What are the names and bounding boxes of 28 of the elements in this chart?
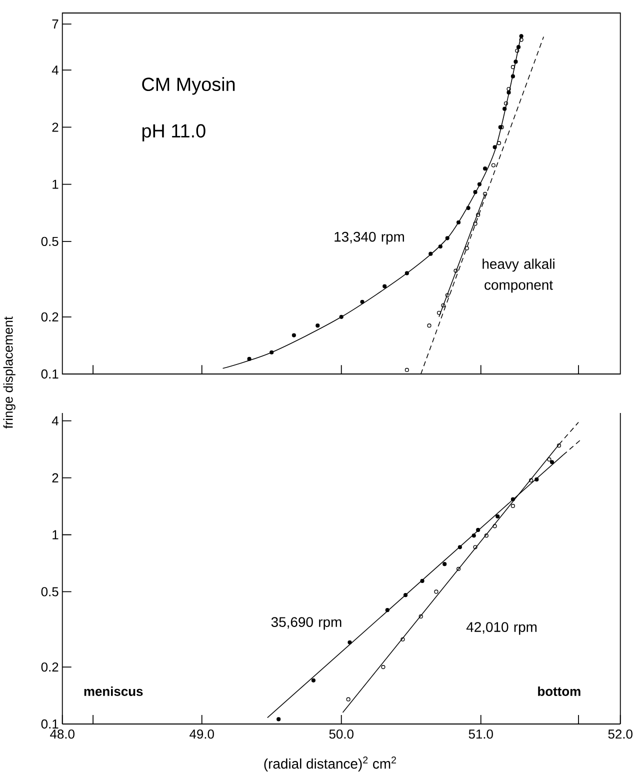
y-tick-label: 0.2 <box>41 312 58 322</box>
y-tick-label: 1 <box>52 530 58 540</box>
y-tick-label: 7 <box>52 20 58 28</box>
x-tick-label: 48.0 <box>50 730 74 739</box>
x-tick-label: 51.0 <box>468 730 493 739</box>
text: CM Myosin <box>142 77 234 95</box>
series-label: heavy alkali component <box>482 258 554 293</box>
y-tick-label: 4 <box>52 66 58 75</box>
x-tick-label: 49.0 <box>189 730 214 739</box>
y-tick-label: 2 <box>52 122 58 132</box>
y-axis-title: fringe displacement <box>3 316 16 429</box>
series-label: 35,690 rpm <box>271 617 342 630</box>
y-tick-label: 0.5 <box>41 236 58 246</box>
annotation: meniscus <box>84 686 143 696</box>
x-axis-title: (radial distance)$^{2}$ cm$^{2}$ <box>264 756 396 772</box>
y-tick-label: 2 <box>52 473 58 482</box>
y-tick-label: 0.1 <box>41 369 58 379</box>
series-label: 13,340 rpm <box>334 232 404 244</box>
x-tick-label: 50.0 <box>329 730 354 739</box>
annotation: bottom <box>538 686 580 696</box>
y-tick-label: 0.2 <box>41 662 58 672</box>
y-tick-label: 0.1 <box>41 719 58 729</box>
y-tick-label: 0.5 <box>41 587 58 596</box>
x-tick-label: 52.0 <box>608 730 632 739</box>
text: 42,010 rpm <box>466 622 536 635</box>
y-tick-label: 4 <box>52 416 58 426</box>
y-tick-label: 1 <box>52 180 58 189</box>
text: pH 11.0 <box>142 124 206 142</box>
